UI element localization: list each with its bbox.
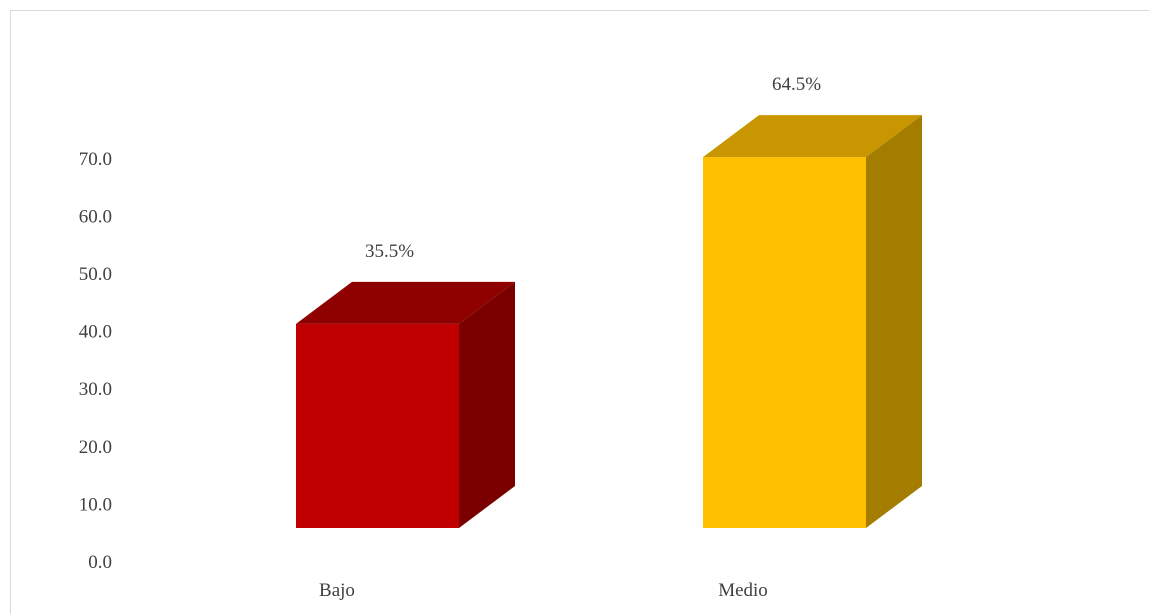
bars [296,115,922,528]
y-axis: 0.0 10.0 20.0 30.0 40.0 50.0 60.0 70.0 [79,149,112,573]
y-tick-label: 40.0 [79,322,112,343]
bar-top-face [703,115,922,158]
bar-front-face [296,323,459,528]
bar-front-face [703,157,866,528]
bar-medio [703,115,922,528]
y-tick-label: 70.0 [79,149,112,170]
bar-bajo [296,281,515,528]
bar-side-face [459,281,515,528]
x-category-label: Medio [718,580,768,601]
bar-top-face [296,281,515,324]
y-tick-label: 60.0 [79,206,112,227]
x-axis: Bajo Medio [319,580,768,601]
y-tick-label: 10.0 [79,494,112,515]
data-label: 35.5% [365,241,414,262]
data-label: 64.5% [772,74,821,95]
y-tick-label: 0.0 [88,552,112,573]
y-tick-label: 30.0 [79,379,112,400]
x-category-label: Bajo [319,580,355,601]
y-tick-label: 50.0 [79,264,112,285]
y-tick-label: 20.0 [79,437,112,458]
chart-frame [10,10,1149,614]
data-labels: 35.5% 64.5% [365,74,821,262]
bar-side-face [866,115,922,528]
